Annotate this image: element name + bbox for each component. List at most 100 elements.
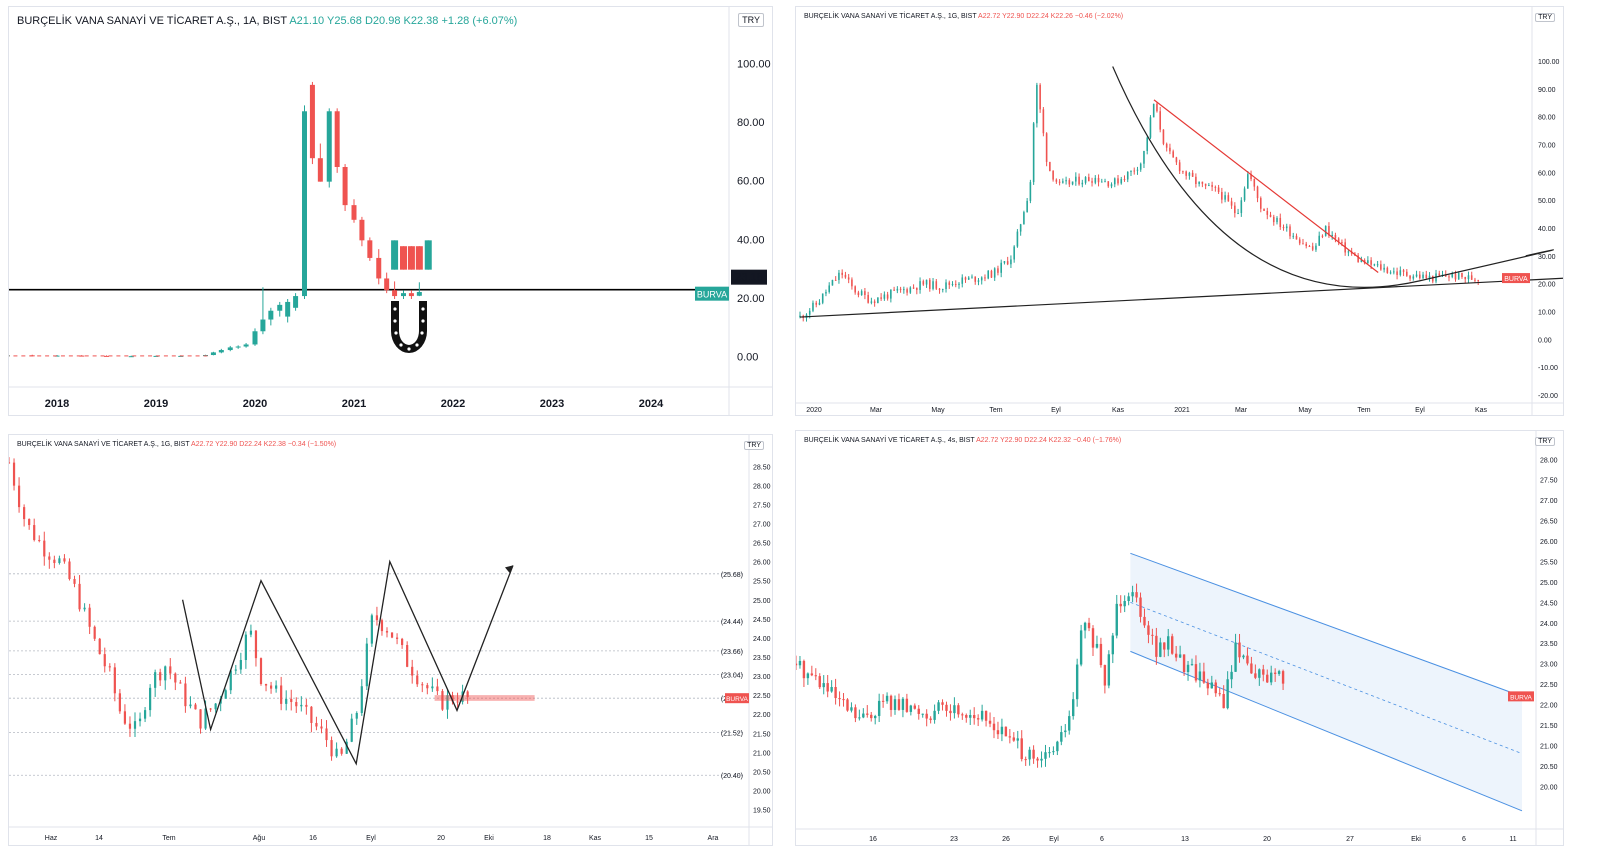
chart-panel-bottom-left[interactable]: 28.50 28.00 27.50 27.00 26.50 26.00 25.50 25.00…: [8, 434, 773, 846]
candle-body: [1159, 111, 1161, 130]
y-tick-label: 20.00: [737, 293, 765, 305]
chart-tl-svg[interactable]: 100.00 80.00 60.00 40.00 20.00 0.00 2018 2019 20…: [9, 7, 773, 416]
candle-body: [229, 670, 232, 691]
candle-body: [889, 695, 893, 710]
fib-level-label: (21.52): [721, 731, 743, 738]
candle-body: [932, 281, 934, 289]
candle-body: [883, 294, 886, 299]
candle-body: [1198, 671, 1202, 681]
candle-body: [1099, 643, 1103, 666]
candle-body: [360, 686, 363, 714]
candle-body: [268, 310, 274, 320]
candle-body: [1315, 245, 1317, 250]
candle-body: [1206, 682, 1210, 689]
x-tick-label: Eki: [484, 835, 494, 842]
candle-body: [1019, 224, 1022, 232]
fib-level-label: (24.44): [721, 619, 743, 626]
candle-body: [1373, 264, 1376, 266]
exchange: BIST: [262, 15, 287, 27]
candle-body: [138, 718, 142, 722]
y-tick-label: 20.50: [753, 769, 771, 776]
candle-body: [906, 289, 908, 293]
candle-body: [169, 666, 172, 674]
candle-body: [264, 684, 268, 686]
y-tick-label: 28.50: [753, 464, 771, 471]
candle-body: [1149, 117, 1152, 138]
x-tick-label: Tem: [162, 835, 175, 842]
y-tick-label: 30.00: [1538, 254, 1556, 261]
candle-body: [1289, 226, 1291, 237]
y-tick-label: -10.00: [1538, 365, 1558, 372]
candle-body: [234, 669, 237, 671]
candle-body: [1211, 185, 1213, 187]
candle-body: [1130, 170, 1132, 172]
horseshoe-nail-hole: [394, 331, 398, 335]
candle-body: [143, 710, 147, 719]
candle-body: [1079, 630, 1083, 665]
candle-body: [1111, 635, 1114, 655]
channel-upper-line: [1130, 552, 1523, 697]
candle-body: [897, 699, 901, 710]
candle-body: [870, 714, 873, 719]
currency-button[interactable]: TRY: [1535, 437, 1555, 446]
chart-bl-svg[interactable]: 28.50 28.00 27.50 27.00 26.50 26.00 25.50 25.00…: [9, 435, 773, 846]
y-tick-label: 70.00: [1538, 142, 1556, 149]
candle-body: [1272, 216, 1275, 223]
candle-body: [1146, 137, 1149, 151]
candle-body: [103, 654, 106, 667]
horseshoe-nail-hole: [415, 343, 419, 347]
candle-body: [285, 698, 288, 704]
candle-body: [194, 704, 197, 710]
currency-button[interactable]: TRY: [744, 441, 764, 450]
horseshoe-nail-hole: [393, 307, 397, 311]
y-tick-label: 25.00: [1540, 580, 1558, 587]
candle-body: [12, 462, 16, 486]
candle-body: [227, 347, 233, 351]
candle-body: [850, 707, 853, 711]
candle-body: [350, 718, 353, 742]
open-value: A21.10: [289, 15, 325, 27]
candle-body: [1334, 235, 1337, 239]
chart-panel-bottom-right[interactable]: 28.00 27.50 27.00 26.50 26.00 25.50 25.00 24.50…: [795, 430, 1564, 846]
chart-panel-top-left[interactable]: 100.00 80.00 60.00 40.00 20.00 0.00 2018 2019 20…: [8, 6, 773, 416]
candle-body: [451, 695, 454, 702]
currency-button[interactable]: TRY: [1535, 13, 1555, 22]
candle-body: [905, 698, 909, 712]
candle-body: [1214, 186, 1217, 188]
candle-body: [1182, 654, 1186, 673]
candle-body: [390, 632, 394, 638]
exchange: BIST: [174, 441, 190, 448]
candle-body: [896, 288, 899, 291]
y-tick-label: 24.50: [1540, 600, 1558, 607]
candle-body: [1178, 654, 1182, 658]
sep: ,: [957, 13, 962, 20]
x-tick-label: 27: [1346, 836, 1354, 843]
candle-body: [1282, 227, 1285, 229]
candle-body: [1000, 262, 1002, 273]
last-price-label-bg: [731, 269, 767, 285]
candle-body: [400, 246, 407, 270]
symbol-name: BURÇELİK VANA SANAYİ VE TİCARET A.Ş.: [804, 437, 944, 444]
candle-body: [189, 704, 192, 707]
candle-body: [993, 268, 996, 278]
candle-body: [1238, 642, 1241, 658]
fib-level-label: (23.66): [721, 649, 743, 656]
x-tick-label: Mar: [870, 407, 883, 414]
symbol-badge: BURVA: [1510, 694, 1532, 701]
candle-body: [38, 539, 41, 541]
chart-br-svg[interactable]: 28.00 27.50 27.00 26.50 26.00 25.50 25.00 24.50…: [796, 431, 1564, 846]
currency-button[interactable]: TRY: [738, 13, 764, 27]
y-tick-label: 22.00: [753, 712, 771, 719]
candle-body: [874, 715, 877, 719]
candle-body: [867, 295, 869, 303]
candle-body: [17, 485, 21, 508]
candle-body: [1013, 246, 1015, 260]
chart-tr-svg[interactable]: 100.00 90.00 80.00 70.00 60.00 50.00 40.00 30.0…: [796, 7, 1564, 416]
open-value: A22.72: [191, 441, 214, 448]
candle-body: [1120, 179, 1123, 184]
candle-body: [1016, 231, 1019, 247]
sep: ,: [943, 13, 948, 20]
candle-body: [317, 158, 323, 182]
chart-panel-top-right[interactable]: 100.00 90.00 80.00 70.00 60.00 50.00 40.00 30.0…: [795, 6, 1564, 416]
y-tick-label: 100.00: [1538, 59, 1560, 66]
